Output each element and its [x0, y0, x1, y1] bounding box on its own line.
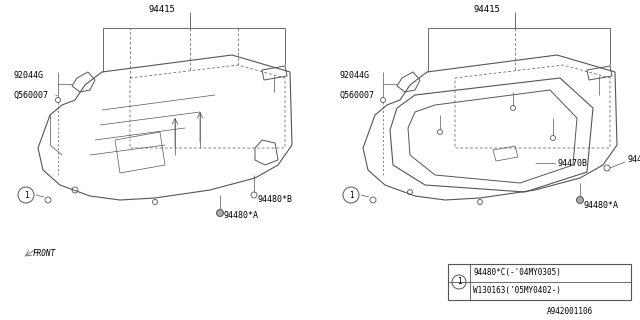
Text: 94480*C(-'04MY0305): 94480*C(-'04MY0305) — [473, 268, 561, 277]
Bar — [448, 264, 631, 300]
Text: 94480*B: 94480*B — [627, 156, 640, 164]
Text: 1: 1 — [457, 277, 461, 286]
Text: A942001106: A942001106 — [547, 308, 593, 316]
Text: 94415: 94415 — [474, 5, 500, 14]
Text: 92044G: 92044G — [14, 70, 44, 79]
Text: 94480*B: 94480*B — [258, 196, 293, 204]
Text: FRONT: FRONT — [33, 249, 56, 258]
Text: 94480*A: 94480*A — [224, 211, 259, 220]
Text: 94480*A: 94480*A — [584, 201, 619, 210]
Text: W130163('05MY0402-): W130163('05MY0402-) — [473, 286, 561, 295]
Circle shape — [216, 210, 223, 217]
Text: Q560007: Q560007 — [14, 91, 49, 100]
Text: 94415: 94415 — [148, 5, 175, 14]
Text: Q560007: Q560007 — [339, 91, 374, 100]
Text: 92044G: 92044G — [339, 70, 369, 79]
Circle shape — [577, 196, 584, 204]
Text: 94470B: 94470B — [557, 158, 587, 167]
Text: 1: 1 — [349, 190, 353, 199]
Text: 1: 1 — [24, 190, 28, 199]
